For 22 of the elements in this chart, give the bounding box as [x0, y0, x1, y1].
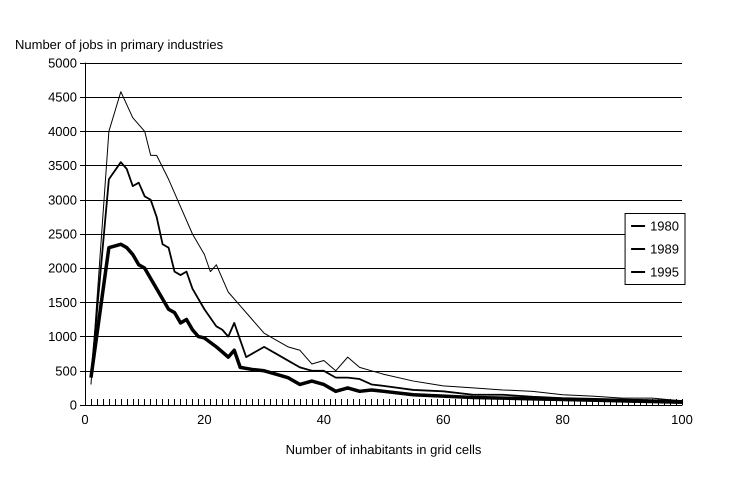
legend-label: 1980 [650, 218, 679, 234]
x-tick-label: 60 [436, 412, 450, 427]
y-tick-label: 1000 [48, 329, 77, 344]
x-tick-label: 100 [671, 412, 693, 427]
y-tick-label: 4000 [48, 124, 77, 139]
y-tick-label: 5000 [48, 56, 77, 70]
y-tick-label: 1500 [48, 294, 77, 310]
y-tick-label: 2000 [48, 260, 77, 276]
y-tick-label: 4500 [48, 90, 77, 105]
legend-label: 1995 [650, 264, 679, 280]
x-tick-label: 20 [197, 412, 212, 427]
y-tick-label: 3500 [48, 158, 77, 174]
x-axis-title: Number of inhabitants in grid cells [286, 442, 482, 457]
x-tick-label: 0 [81, 412, 89, 427]
x-tick-label: 80 [555, 412, 570, 427]
y-axis-title: Number of jobs in primary industries [15, 37, 224, 52]
y-tick-label: 3000 [48, 192, 77, 208]
y-tick-label: 0 [70, 398, 77, 412]
x-tick-label: 40 [316, 412, 332, 427]
y-tick-label: 2500 [48, 226, 77, 242]
legend-label: 1989 [650, 242, 679, 256]
y-tick-label: 500 [55, 363, 77, 378]
